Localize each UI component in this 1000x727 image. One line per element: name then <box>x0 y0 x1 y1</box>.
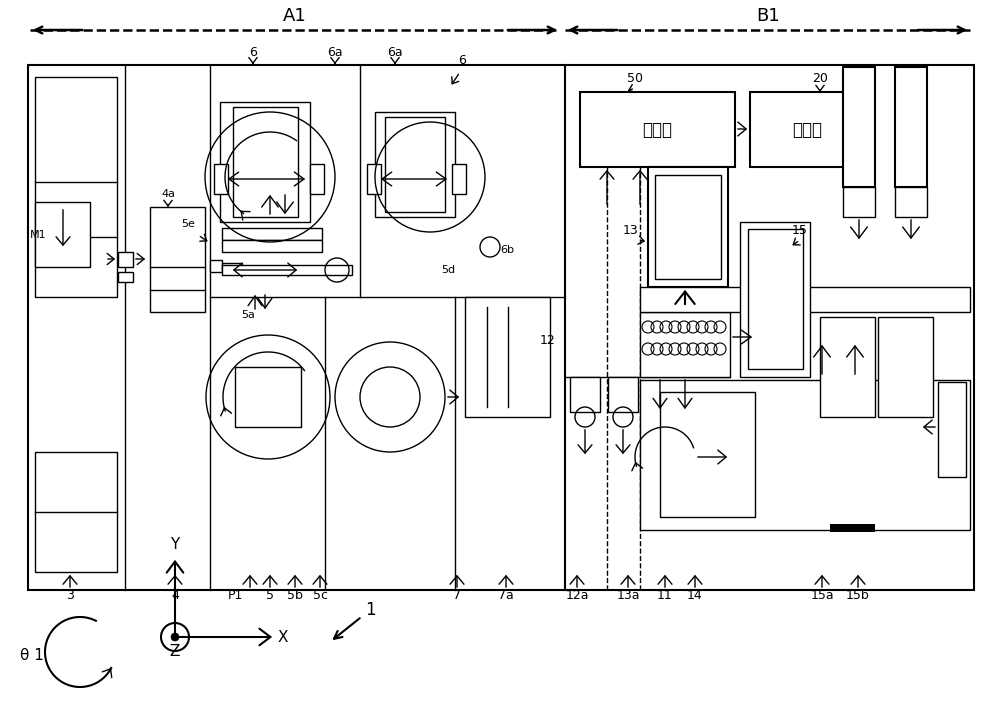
Bar <box>310 164 324 194</box>
Bar <box>938 382 966 477</box>
Text: 7: 7 <box>453 589 461 602</box>
Bar <box>465 297 550 417</box>
Bar <box>452 164 466 194</box>
Bar <box>895 187 927 217</box>
Text: 4: 4 <box>171 589 179 602</box>
Text: 6: 6 <box>458 54 466 67</box>
Text: M1: M1 <box>30 230 47 240</box>
Bar <box>214 164 228 194</box>
Bar <box>750 92 865 167</box>
Bar <box>35 452 117 572</box>
Text: 14: 14 <box>687 589 703 602</box>
Bar <box>118 272 133 282</box>
Bar <box>235 367 301 427</box>
Text: 50: 50 <box>627 72 643 85</box>
Text: 13a: 13a <box>616 589 640 602</box>
Text: Y: Y <box>170 537 180 552</box>
Bar <box>648 167 728 287</box>
Text: 5a: 5a <box>241 310 255 320</box>
Text: 15: 15 <box>792 224 808 237</box>
Text: 7a: 7a <box>498 589 514 602</box>
Bar <box>608 377 638 412</box>
Bar <box>222 265 352 275</box>
Bar <box>655 175 721 279</box>
Bar <box>375 112 455 217</box>
Bar <box>895 67 927 187</box>
Bar <box>35 77 117 297</box>
Bar <box>640 287 970 312</box>
Text: X: X <box>278 630 288 645</box>
Bar <box>843 187 875 217</box>
Bar <box>385 117 445 212</box>
Text: 15b: 15b <box>846 589 870 602</box>
Bar <box>28 65 974 590</box>
Text: 5e: 5e <box>181 219 195 229</box>
Bar <box>878 317 933 417</box>
Bar <box>118 252 133 267</box>
Text: 4a: 4a <box>161 189 175 199</box>
Bar <box>210 260 222 272</box>
Bar <box>640 380 970 530</box>
Bar <box>222 240 322 252</box>
Text: 5c: 5c <box>312 589 328 602</box>
Text: 6b: 6b <box>500 245 514 255</box>
Bar <box>640 312 730 377</box>
Bar <box>580 92 735 167</box>
Text: 5b: 5b <box>287 589 303 602</box>
Text: B1: B1 <box>756 7 780 25</box>
Text: 20: 20 <box>812 72 828 85</box>
Bar <box>660 392 755 517</box>
Bar <box>222 263 242 269</box>
Bar <box>740 222 810 377</box>
Text: 12a: 12a <box>565 589 589 602</box>
Bar <box>820 317 875 417</box>
Circle shape <box>171 633 179 641</box>
Text: Z: Z <box>170 644 180 659</box>
Bar <box>748 229 803 369</box>
Bar <box>843 67 875 187</box>
Bar <box>220 102 310 222</box>
Text: A1: A1 <box>283 7 307 25</box>
Bar <box>150 207 205 312</box>
Text: 15a: 15a <box>810 589 834 602</box>
Bar <box>367 164 381 194</box>
Text: 5d: 5d <box>441 265 455 275</box>
Text: 监视器: 监视器 <box>792 121 822 139</box>
Text: 6: 6 <box>249 46 257 59</box>
Text: 6a: 6a <box>387 46 403 59</box>
Text: θ 1: θ 1 <box>20 648 44 662</box>
Text: 12: 12 <box>539 334 555 347</box>
Text: 13: 13 <box>622 224 638 237</box>
Text: 计算机: 计算机 <box>642 121 672 139</box>
Bar <box>35 202 90 267</box>
Bar <box>233 107 298 217</box>
Bar <box>830 524 875 532</box>
Text: 5: 5 <box>266 589 274 602</box>
Text: 11: 11 <box>657 589 673 602</box>
Text: 1: 1 <box>334 601 375 639</box>
Text: P1: P1 <box>227 589 243 602</box>
Bar <box>570 377 600 412</box>
Text: 3: 3 <box>66 589 74 602</box>
Bar <box>222 228 322 240</box>
Text: 6a: 6a <box>327 46 343 59</box>
